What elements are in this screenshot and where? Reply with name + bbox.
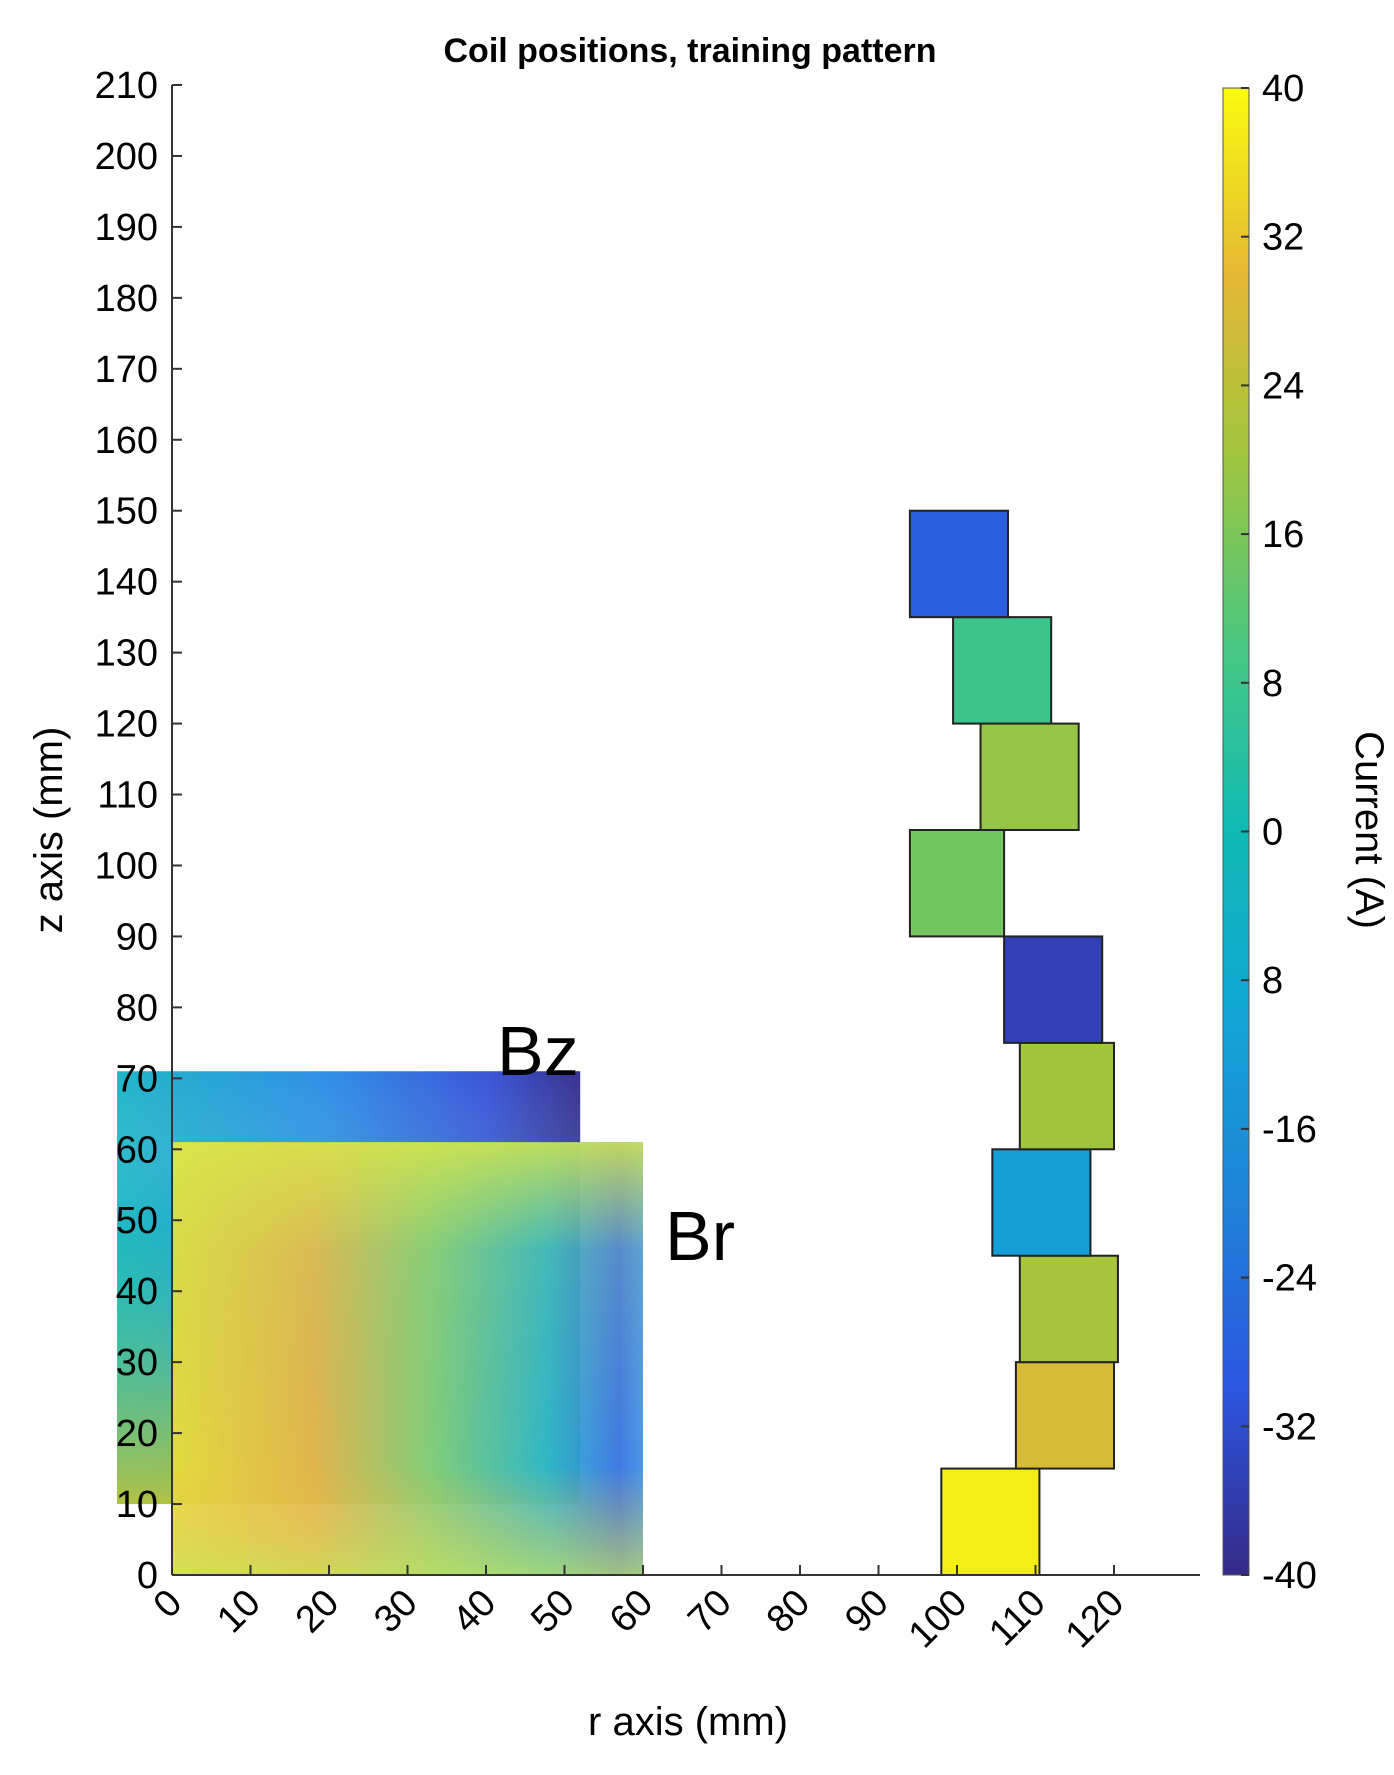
y-tick-label: 60	[116, 1129, 158, 1171]
x-tick-label: 90	[837, 1582, 897, 1642]
y-ticks: 0 10 20 30 40 50 60 70 80 90 100 110 120 130 140 150 160…	[95, 65, 182, 1597]
colorbar-tick-label: -24	[1262, 1258, 1317, 1300]
x-tick-label: 10	[209, 1582, 269, 1642]
y-tick-label: 140	[95, 562, 158, 604]
bz-label: Bz	[497, 1012, 579, 1090]
colorbar-ticks: 40 32 24 16 8 0 8 -16 -24 -32 -40	[1241, 68, 1317, 1597]
coil-3	[1018, 1254, 1119, 1364]
coil-5	[1018, 1041, 1115, 1151]
field-labels: Bz Br	[497, 1012, 735, 1275]
x-ticks: 0 10 20 30 40 50 60 70 80 90 100 110 120	[146, 1565, 1133, 1657]
y-axis-title: z axis (mm)	[27, 727, 71, 934]
x-axis-title: r axis (mm)	[588, 1700, 788, 1744]
x-tick-label: 30	[366, 1582, 426, 1642]
y-tick-label: 80	[116, 987, 158, 1029]
y-tick-label: 10	[116, 1484, 158, 1526]
field-maps	[117, 1071, 643, 1575]
y-tick-label: 90	[116, 916, 158, 958]
y-tick-label: 40	[116, 1271, 158, 1313]
y-tick-label: 160	[95, 420, 158, 462]
y-tick-label: 30	[116, 1342, 158, 1384]
coil-10	[908, 509, 1010, 619]
x-tick-label: 60	[602, 1582, 662, 1642]
x-tick-label: 100	[901, 1582, 976, 1657]
colorbar-tick-label: 40	[1262, 68, 1304, 110]
y-tick-label: 190	[95, 207, 158, 249]
x-tick-label: 70	[680, 1582, 740, 1642]
y-tick-label: 0	[137, 1555, 158, 1597]
colorbar-tick-label: 8	[1262, 960, 1283, 1002]
y-tick-label: 50	[116, 1200, 158, 1242]
axes	[171, 85, 1200, 1576]
y-tick-label: 100	[95, 845, 158, 887]
y-tick-label: 200	[95, 136, 158, 178]
y-tick-label: 150	[95, 491, 158, 533]
x-tick-label: 80	[759, 1582, 819, 1642]
x-tick-label: 50	[523, 1582, 583, 1642]
colorbar-tick-label: 0	[1262, 812, 1283, 854]
colorbar-tick-label: 16	[1262, 514, 1304, 556]
x-tick-label: 20	[288, 1582, 348, 1642]
br-field-shade	[172, 1142, 643, 1575]
colorbar-tick-label: -40	[1262, 1555, 1317, 1597]
colorbar-tick-label: -16	[1262, 1109, 1317, 1151]
chart-title: Coil positions, training pattern	[444, 32, 937, 70]
y-tick-label: 130	[95, 633, 158, 675]
y-tick-label: 170	[95, 349, 158, 391]
colorbar-tick-label: 32	[1262, 217, 1304, 259]
br-label: Br	[665, 1197, 735, 1275]
x-tick-label: 110	[981, 1582, 1054, 1655]
coil-9	[952, 616, 1053, 725]
colorbar-tick-label: -32	[1262, 1406, 1317, 1448]
coil-rectangles	[908, 509, 1119, 1576]
x-tick-label: 120	[1058, 1582, 1133, 1657]
y-tick-label: 120	[95, 704, 158, 746]
coil-6	[1003, 935, 1104, 1044]
colorbar: 40 32 24 16 8 0 8 -16 -24 -32 -40 Current (A)	[1222, 68, 1391, 1597]
coil-2	[1014, 1361, 1115, 1470]
y-tick-label: 110	[97, 775, 158, 817]
x-tick-label: 40	[445, 1582, 505, 1642]
coil-4	[991, 1148, 1092, 1257]
colorbar-label: Current (A)	[1347, 731, 1391, 929]
y-tick-label: 210	[95, 65, 158, 107]
y-tick-label: 70	[116, 1058, 158, 1100]
colorbar-tick-label: 8	[1262, 663, 1283, 705]
coil-7	[908, 829, 1006, 938]
colorbar-tick-label: 24	[1262, 365, 1304, 407]
coil-8	[979, 722, 1080, 831]
y-tick-label: 20	[116, 1413, 158, 1455]
y-tick-label: 180	[95, 278, 158, 320]
coil-1	[940, 1467, 1041, 1576]
